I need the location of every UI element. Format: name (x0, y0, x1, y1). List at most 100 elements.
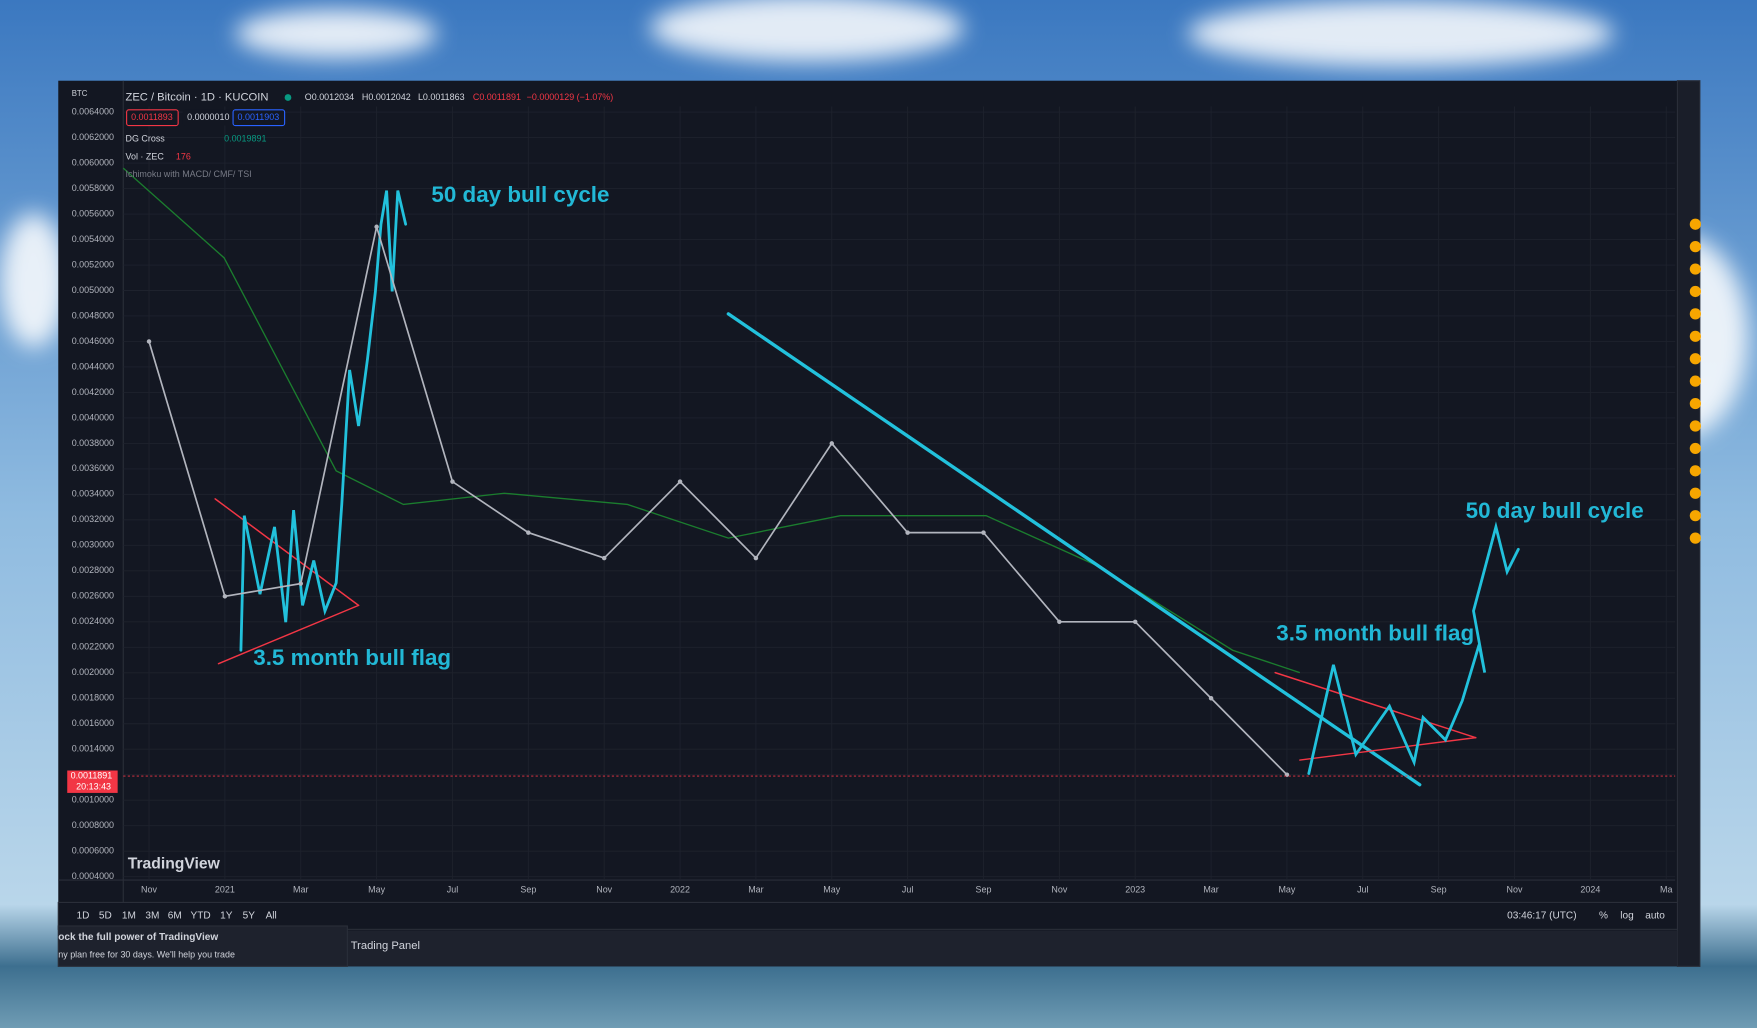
price-point (450, 479, 455, 484)
price-point (753, 555, 759, 561)
x-tick-label: 2022 (670, 884, 690, 894)
header: O0.0012034 H0.0012042 L0.0011863 C0.0011891… (126, 92, 614, 179)
y-tick-label: 0.0040000 (72, 412, 114, 422)
price-point (298, 581, 303, 586)
range-button[interactable]: 1Y (220, 911, 233, 922)
y-tick-label: 0.0052000 (72, 259, 114, 269)
y-tick-label: 0.0032000 (72, 514, 114, 524)
last-price-box (67, 770, 118, 793)
scale-option[interactable]: % (1599, 911, 1608, 922)
range-button[interactable]: 5D (99, 911, 112, 922)
range-button[interactable]: 1D (76, 911, 89, 922)
x-tick-label: Mar (1203, 884, 1218, 894)
clock: 03:46:17 (UTC) (1507, 911, 1576, 922)
promo-text: ny plan free for 30 days. We'll help you… (58, 949, 235, 959)
drawings (214, 190, 1520, 787)
price-point (677, 479, 683, 484)
x-tick-label: Jul (1357, 884, 1368, 894)
x-tick-label: Mar (748, 884, 763, 894)
indicator-value: 0.0019891 (224, 133, 266, 143)
x-tick-label: 2023 (1125, 884, 1145, 894)
promo-popup (57, 925, 348, 967)
price-button (126, 109, 179, 127)
price-button-label: 0.0011903 (238, 112, 280, 122)
annotation: 50 day bull cycle (431, 182, 609, 207)
price-point (1132, 619, 1138, 625)
range-button[interactable]: 6M (168, 911, 182, 922)
price-point (374, 224, 379, 230)
symbol[interactable]: ZEC / Bitcoin · 1D · KUCOIN (126, 91, 269, 103)
annotation: 3.5 month bull flag (253, 645, 451, 670)
y-tick-label: 0.0024000 (72, 616, 114, 626)
y-tick-label: 0.0064000 (72, 106, 114, 116)
indicator-name: DG Cross (126, 133, 166, 143)
range-button[interactable]: YTD (190, 911, 210, 922)
y-tick-label: 0.0016000 (72, 718, 114, 728)
x-tick-label: Sep (520, 884, 536, 894)
ohlc-value: L0.0011863 (418, 92, 465, 102)
bottom-bar-items: 1D 5D 1M 3M 6M YTD 1Y 5Y All% log auto (76, 911, 1665, 922)
y-tick-label: 0.0036000 (72, 463, 114, 473)
trading-panel[interactable]: Trading Panel (351, 940, 420, 952)
x-tick-label: 2021 (215, 884, 235, 894)
y-tick-label: 0.0042000 (72, 387, 114, 397)
x-tick-label: Nov (141, 884, 157, 894)
range-button[interactable]: All (266, 911, 277, 922)
bottom-toolbar (57, 901, 1679, 930)
price-point (1057, 619, 1062, 625)
y-tick-label: 0.0056000 (72, 208, 114, 218)
x-tick-label: Sep (1431, 884, 1447, 894)
indicator-value: 176 (176, 151, 191, 161)
logo[interactable]: TradingView (128, 855, 221, 872)
market-status (284, 94, 292, 101)
range-button[interactable]: 5Y (243, 911, 256, 922)
price-point (981, 530, 986, 535)
scale-option[interactable]: auto (1645, 911, 1665, 922)
y-tick-label: 0.0004000 (72, 871, 114, 881)
currency[interactable]: BTC (72, 89, 88, 98)
y-tick-label: 0.0020000 (72, 667, 114, 677)
x-tick-label: Ma (1660, 884, 1672, 894)
watchlist-icons (1689, 218, 1701, 544)
y-tick-label: 0.0048000 (72, 310, 114, 320)
price-point (1208, 696, 1214, 701)
y-tick-label: 0.0008000 (72, 820, 114, 830)
price-point (222, 594, 228, 599)
y-tick-label: 0.0030000 (72, 540, 114, 550)
range-button[interactable]: 1M (122, 911, 136, 922)
y-tick-label: 0.0010000 (72, 795, 114, 805)
y-tick-label: 0.0058000 (72, 183, 114, 193)
x-tick-label: Jul (447, 884, 458, 894)
x-tick-label: Nov (596, 884, 612, 894)
ohlc-value: C0.0011891 (473, 92, 521, 102)
x-tick-label: May (1278, 884, 1295, 894)
indicator-name: Ichimoku with MACD/ CMF/ TSI (126, 169, 252, 179)
annotation: 50 day bull cycle (1466, 498, 1644, 523)
annotation: 3.5 month bull flag (1276, 620, 1474, 645)
scale-option[interactable]: log (1620, 911, 1633, 922)
y-tick-label: 0.0034000 (72, 489, 114, 499)
y-tick-label: 0.0022000 (72, 642, 114, 652)
ohlc-value: O0.0012034 (305, 92, 354, 102)
price-point (905, 530, 910, 535)
x-tick-label: Mar (293, 884, 308, 894)
x-tick-label: Sep (976, 884, 992, 894)
range-button[interactable]: 3M (145, 911, 159, 922)
y-tick-label: 0.0044000 (72, 361, 114, 371)
x-tick-label: Nov (1507, 884, 1523, 894)
y-tick-label: 0.0060000 (72, 157, 114, 167)
countdown: 20:13:43 (76, 782, 111, 792)
price-button (182, 109, 235, 126)
x-tick-label: Nov (1051, 884, 1067, 894)
y-tick-label: 0.0054000 (72, 234, 114, 244)
y-tick-label: 0.0046000 (72, 336, 114, 346)
right-sidebar (1676, 80, 1701, 967)
y-tick-label: 0.0038000 (72, 438, 114, 448)
y-tick-label: 0.0014000 (72, 744, 114, 754)
y-tick-label: 0.0018000 (72, 693, 114, 703)
price-point (526, 530, 531, 535)
indicator-name: Vol · ZEC (126, 151, 165, 161)
y-tick-label: 0.0006000 (72, 846, 114, 856)
